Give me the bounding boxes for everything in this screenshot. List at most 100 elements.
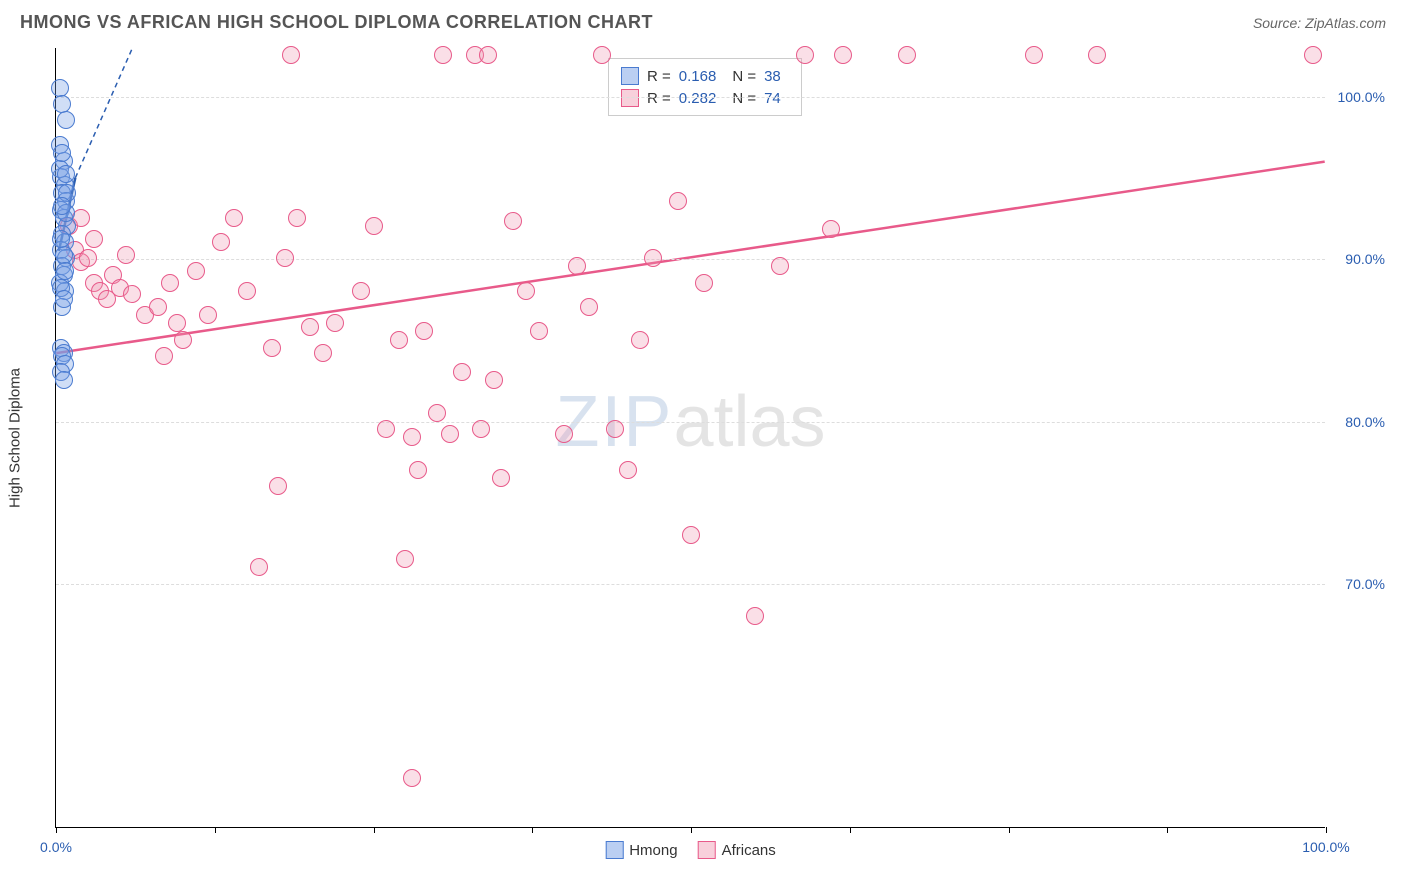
data-point-africans xyxy=(415,322,433,340)
x-tick xyxy=(1167,827,1168,833)
data-point-africans xyxy=(174,331,192,349)
data-point-africans xyxy=(822,220,840,238)
data-point-africans xyxy=(530,322,548,340)
n-label: N = xyxy=(732,90,756,107)
data-point-africans xyxy=(225,209,243,227)
data-point-africans xyxy=(472,420,490,438)
data-point-africans xyxy=(269,477,287,495)
x-tick xyxy=(691,827,692,833)
swatch-hmong xyxy=(605,841,623,859)
n-value-hmong: 38 xyxy=(764,68,781,85)
data-point-hmong xyxy=(57,165,75,183)
x-tick xyxy=(850,827,851,833)
data-point-africans xyxy=(314,344,332,362)
data-point-africans xyxy=(644,249,662,267)
legend-item-hmong: Hmong xyxy=(605,841,677,859)
swatch-africans xyxy=(698,841,716,859)
data-point-africans xyxy=(619,461,637,479)
data-point-africans xyxy=(1025,46,1043,64)
source-label: Source: ZipAtlas.com xyxy=(1253,15,1386,31)
n-label: N = xyxy=(732,68,756,85)
x-tick xyxy=(1326,827,1327,833)
data-point-africans xyxy=(238,282,256,300)
data-point-africans xyxy=(441,425,459,443)
x-tick-label: 100.0% xyxy=(1302,839,1349,855)
data-point-africans xyxy=(479,46,497,64)
data-point-hmong xyxy=(55,290,73,308)
data-point-africans xyxy=(263,339,281,357)
x-tick xyxy=(1009,827,1010,833)
stats-row-hmong: R = 0.168 N = 38 xyxy=(621,65,789,87)
data-point-africans xyxy=(1304,46,1322,64)
data-point-africans xyxy=(250,558,268,576)
n-value-africans: 74 xyxy=(764,90,781,107)
x-tick xyxy=(532,827,533,833)
plot-area: ZIPatlas R = 0.168 N = 38 R = 0.282 N = … xyxy=(55,48,1325,828)
r-value-hmong: 0.168 xyxy=(679,68,717,85)
data-point-africans xyxy=(682,526,700,544)
data-point-africans xyxy=(288,209,306,227)
y-tick-label: 100.0% xyxy=(1338,89,1385,105)
data-point-hmong xyxy=(53,95,71,113)
data-point-africans xyxy=(492,469,510,487)
data-point-africans xyxy=(403,428,421,446)
data-point-africans xyxy=(199,306,217,324)
data-point-africans xyxy=(631,331,649,349)
data-point-africans xyxy=(79,249,97,267)
r-label: R = xyxy=(647,90,671,107)
data-point-africans xyxy=(276,249,294,267)
data-point-hmong xyxy=(55,371,73,389)
data-point-africans xyxy=(796,46,814,64)
stats-legend: R = 0.168 N = 38 R = 0.282 N = 74 xyxy=(608,58,802,116)
data-point-africans xyxy=(161,274,179,292)
data-point-africans xyxy=(695,274,713,292)
grid-line xyxy=(56,259,1325,260)
data-point-hmong xyxy=(53,197,71,215)
data-point-africans xyxy=(485,371,503,389)
x-tick xyxy=(215,827,216,833)
y-axis-label: High School Diploma xyxy=(7,368,24,508)
legend-item-africans: Africans xyxy=(698,841,776,859)
data-point-hmong xyxy=(53,144,71,162)
x-tick-label: 0.0% xyxy=(40,839,72,855)
data-point-africans xyxy=(377,420,395,438)
data-point-hmong xyxy=(56,262,74,280)
data-point-africans xyxy=(428,404,446,422)
y-tick-label: 70.0% xyxy=(1345,576,1385,592)
chart-container: High School Diploma ZIPatlas R = 0.168 N… xyxy=(55,48,1385,828)
data-point-africans xyxy=(580,298,598,316)
data-point-africans xyxy=(555,425,573,443)
r-value-africans: 0.282 xyxy=(679,90,717,107)
swatch-africans xyxy=(621,89,639,107)
data-point-africans xyxy=(593,46,611,64)
x-tick xyxy=(374,827,375,833)
data-point-africans xyxy=(352,282,370,300)
data-point-africans xyxy=(434,46,452,64)
data-point-africans xyxy=(187,262,205,280)
data-point-africans xyxy=(834,46,852,64)
data-point-africans xyxy=(117,246,135,264)
grid-line xyxy=(56,97,1325,98)
data-point-africans xyxy=(746,607,764,625)
data-point-africans xyxy=(517,282,535,300)
chart-title: HMONG VS AFRICAN HIGH SCHOOL DIPLOMA COR… xyxy=(20,12,653,33)
data-point-africans xyxy=(771,257,789,275)
data-point-africans xyxy=(453,363,471,381)
legend-label-africans: Africans xyxy=(722,842,776,859)
data-point-africans xyxy=(1088,46,1106,64)
data-point-africans xyxy=(301,318,319,336)
data-point-africans xyxy=(396,550,414,568)
data-point-africans xyxy=(568,257,586,275)
y-tick-label: 80.0% xyxy=(1345,414,1385,430)
data-point-africans xyxy=(669,192,687,210)
data-point-africans xyxy=(282,46,300,64)
data-point-africans xyxy=(85,230,103,248)
data-point-africans xyxy=(155,347,173,365)
y-tick-label: 90.0% xyxy=(1345,251,1385,267)
data-point-africans xyxy=(149,298,167,316)
swatch-hmong xyxy=(621,67,639,85)
data-point-africans xyxy=(606,420,624,438)
data-point-africans xyxy=(403,769,421,787)
data-point-africans xyxy=(390,331,408,349)
data-point-africans xyxy=(123,285,141,303)
